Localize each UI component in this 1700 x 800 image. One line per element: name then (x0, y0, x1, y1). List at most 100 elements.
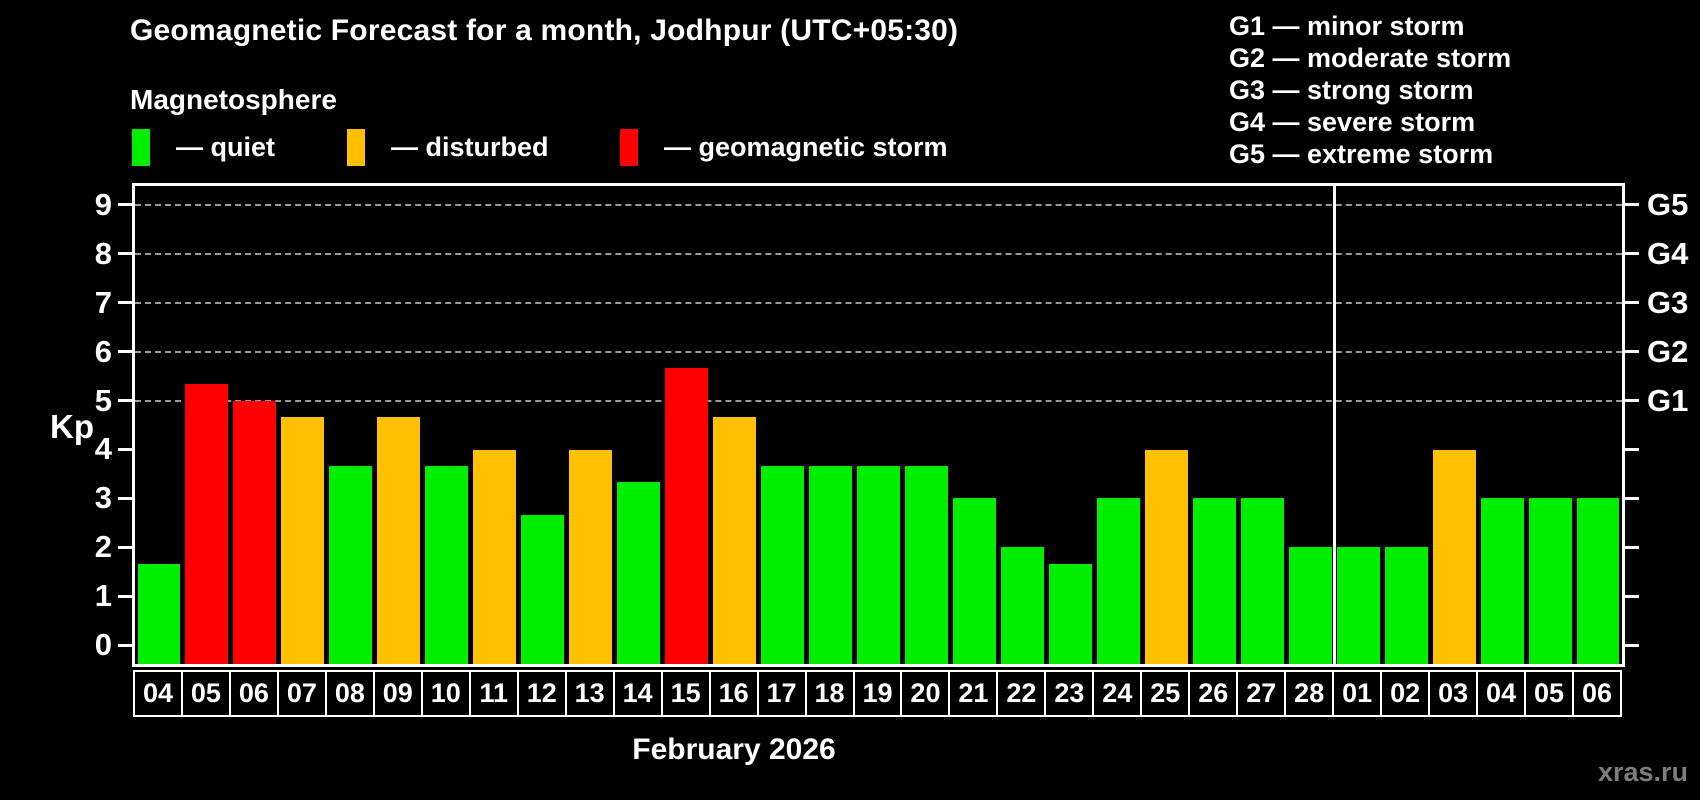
y-axis-tick-right (1625, 301, 1639, 305)
legend-label-storm: — geomagnetic storm (664, 131, 948, 162)
g-scale-axis-label: G2 (1647, 333, 1689, 369)
day-label-27: 27 (1236, 670, 1287, 717)
y-axis-tick-left (118, 545, 132, 549)
day-label-07: 07 (276, 670, 327, 717)
g-scale-legend-item: G1 — minor storm (1229, 11, 1465, 41)
bar-day-19 (857, 465, 900, 664)
legend-item-storm: — geomagnetic storm (620, 127, 948, 167)
day-label-25: 25 (1140, 670, 1191, 717)
g-scale-legend: G1 — minor storm G2 — moderate storm G3 … (1229, 10, 1511, 170)
g-scale-legend-item: G2 — moderate storm (1229, 43, 1512, 73)
y-axis-tick-label: 1 (94, 578, 112, 614)
y-axis-tick-left (118, 203, 132, 207)
y-axis-tick-left (118, 252, 132, 256)
g-scale-axis-label: G5 (1647, 186, 1689, 222)
y-axis-tick-label: 4 (94, 431, 112, 467)
y-axis-tick-label: 0 (94, 627, 112, 663)
day-label-15: 15 (660, 670, 711, 717)
bar-day-06 (1576, 498, 1620, 664)
gridline-kp-8 (135, 252, 1622, 255)
bar-day-04 (1480, 498, 1524, 664)
day-label-28: 28 (1284, 670, 1335, 717)
chart-title: Geomagnetic Forecast for a month, Jodhpu… (130, 14, 959, 47)
y-axis-tick-left (118, 350, 132, 354)
y-axis-tick-right (1625, 643, 1639, 647)
bar-day-04 (137, 563, 181, 664)
day-label-19: 19 (852, 670, 903, 717)
gridline-kp-9 (135, 203, 1622, 206)
y-axis-tick-label: 2 (94, 529, 112, 565)
day-label-01: 01 (1332, 670, 1383, 717)
bar-day-26 (1192, 498, 1236, 664)
bar-day-25 (1144, 449, 1188, 664)
y-axis-tick-label: 8 (94, 235, 112, 271)
day-label-05: 05 (180, 670, 231, 717)
g-scale-axis-label: G4 (1647, 235, 1689, 271)
day-label-13: 13 (564, 670, 615, 717)
chart-subtitle: Magnetosphere (130, 84, 337, 115)
gridline-kp-6 (135, 350, 1622, 353)
day-label-04: 04 (133, 670, 183, 717)
bar-day-07 (281, 416, 325, 664)
g-scale-legend-item: G4 — severe storm (1229, 107, 1476, 137)
y-axis-tick-left (118, 643, 132, 647)
y-axis-tick-label: 3 (94, 480, 112, 516)
bar-day-18 (809, 465, 852, 664)
day-label-20: 20 (900, 670, 951, 717)
day-label-17: 17 (756, 670, 807, 717)
x-axis-title: February 2026 (632, 733, 836, 766)
bar-day-20 (904, 465, 948, 664)
y-axis-tick-right (1625, 594, 1639, 598)
day-label-06: 06 (228, 670, 279, 717)
day-label-11: 11 (468, 670, 519, 717)
day-label-23: 23 (1044, 670, 1095, 717)
disturbed-color-swatch (347, 128, 365, 166)
y-axis-tick-right (1625, 399, 1639, 402)
legend-label-quiet: — quiet (176, 131, 275, 162)
y-axis-tick-right (1625, 545, 1639, 549)
g-scale-legend-item: G5 — extreme storm (1229, 139, 1494, 169)
y-axis-tick-label: 6 (94, 333, 112, 369)
y-axis-tick-label: 7 (94, 284, 112, 320)
y-axis-tick-right (1625, 252, 1639, 256)
g-scale-legend-item: G3 — strong storm (1229, 75, 1474, 105)
bar-day-27 (1240, 498, 1284, 664)
bar-day-03 (1432, 449, 1476, 664)
day-label-08: 08 (324, 670, 375, 717)
y-axis-tick-right (1625, 447, 1639, 451)
day-label-12: 12 (516, 670, 567, 717)
day-label-21: 21 (948, 670, 999, 717)
bar-day-15 (665, 367, 709, 664)
bar-day-12 (521, 514, 565, 664)
y-axis-tick-left (118, 594, 132, 598)
gridline-kp-5 (135, 399, 1622, 402)
g-scale-axis-label: G1 (1647, 382, 1689, 418)
plot-area (132, 183, 1625, 667)
bar-day-14 (617, 482, 661, 664)
y-axis-tick-left (118, 447, 132, 451)
plot-inner (135, 186, 1622, 664)
day-label-05: 05 (1524, 670, 1575, 717)
day-label-03: 03 (1428, 670, 1479, 717)
bar-day-06 (233, 400, 277, 664)
day-label-24: 24 (1092, 670, 1143, 717)
bar-day-11 (473, 449, 517, 664)
watermark: xras.ru (1597, 757, 1688, 787)
y-axis-tick-left (118, 496, 132, 500)
day-label-14: 14 (612, 670, 663, 717)
bar-day-02 (1384, 547, 1428, 664)
day-label-18: 18 (804, 670, 855, 717)
bar-day-01 (1336, 547, 1380, 664)
bar-day-13 (569, 449, 613, 664)
y-axis-tick-right (1625, 203, 1639, 207)
day-label-10: 10 (420, 670, 471, 717)
quiet-color-swatch (132, 128, 150, 166)
legend-item-disturbed: — disturbed (347, 127, 549, 167)
y-axis-tick-left (118, 301, 132, 305)
y-axis-tick-label: 9 (94, 186, 112, 222)
day-label-16: 16 (708, 670, 759, 717)
y-axis-tick-left (118, 399, 132, 402)
bar-day-24 (1096, 498, 1140, 664)
storm-color-swatch (620, 128, 638, 166)
